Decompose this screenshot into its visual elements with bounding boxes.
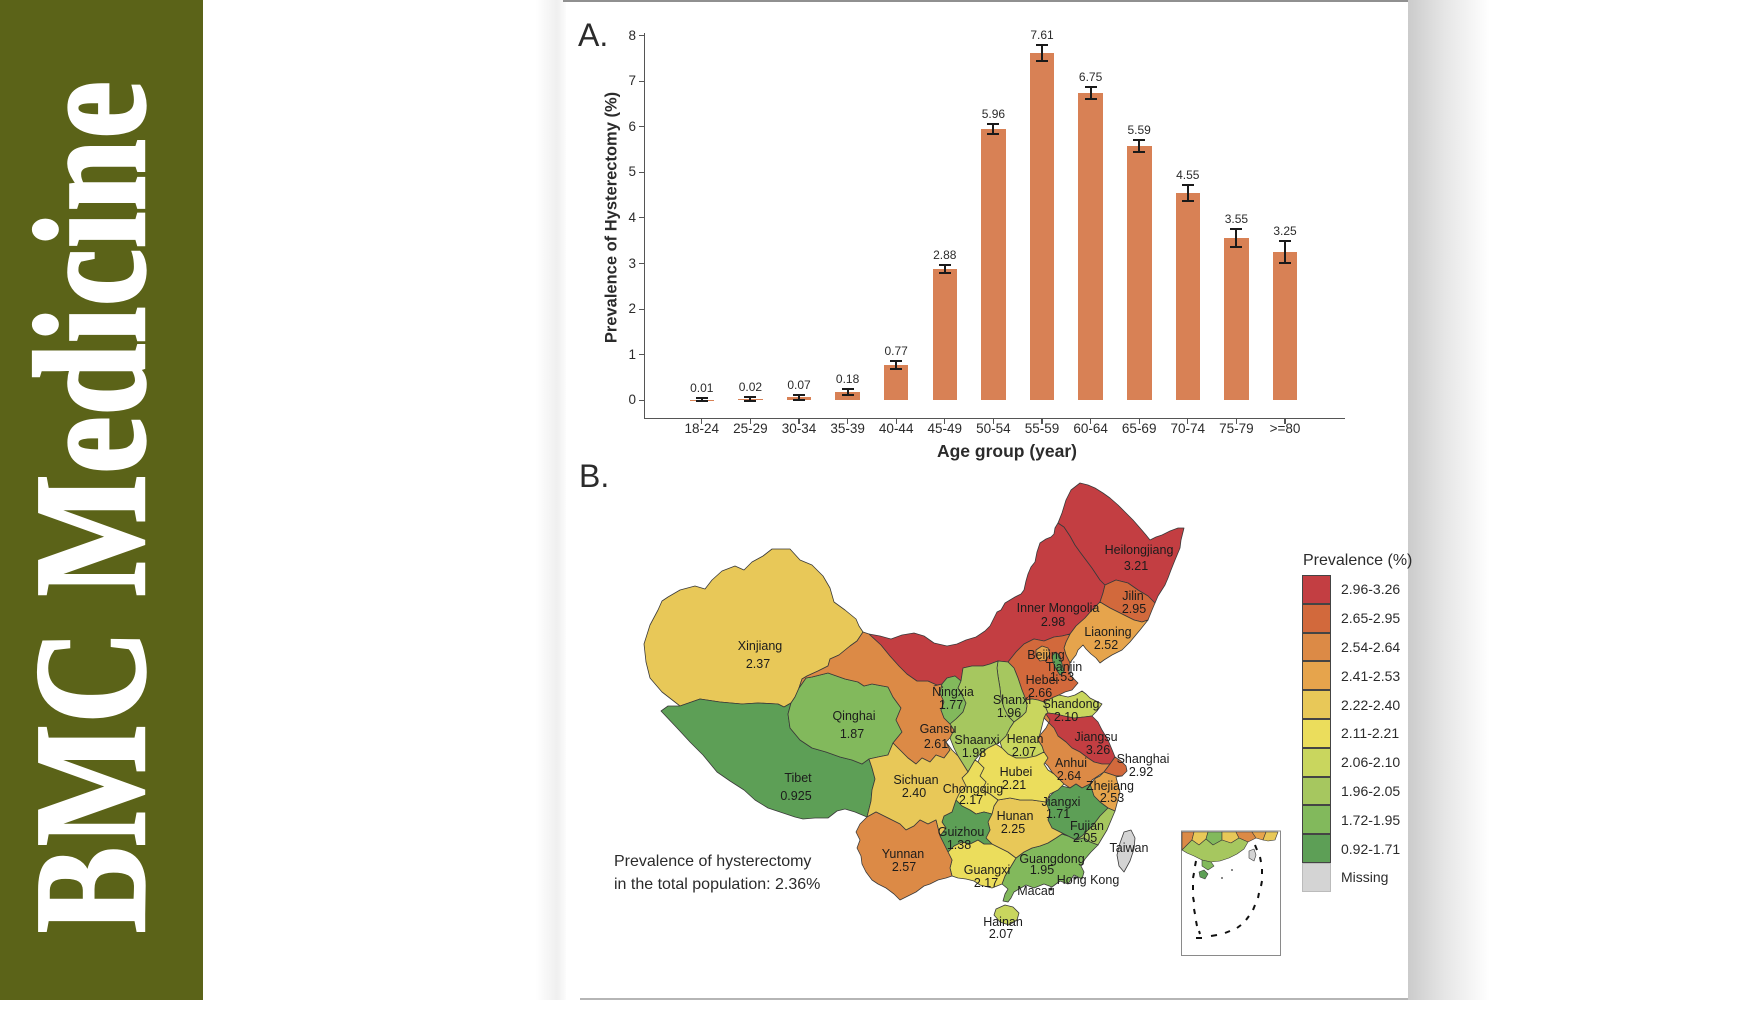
svg-text:2.53: 2.53 [1100,791,1124,805]
svg-text:2.07: 2.07 [1012,745,1036,759]
svg-text:Taiwan: Taiwan [1110,841,1149,855]
svg-text:Tianjin: Tianjin [1046,660,1082,674]
svg-text:2.07: 2.07 [989,927,1013,941]
svg-text:Fujian: Fujian [1070,819,1104,833]
svg-text:Heilongjiang: Heilongjiang [1105,543,1174,557]
svg-text:2.95: 2.95 [1122,602,1146,616]
svg-text:2.40: 2.40 [902,786,926,800]
svg-text:Shanghai: Shanghai [1117,752,1170,766]
svg-text:Qinghai: Qinghai [832,709,875,723]
svg-text:Macau: Macau [1017,884,1055,898]
svg-text:3.21: 3.21 [1124,559,1148,573]
svg-text:1.71: 1.71 [1046,807,1070,821]
svg-text:2.98: 2.98 [1041,615,1065,629]
svg-text:3.26: 3.26 [1086,743,1110,757]
svg-text:1.96: 1.96 [997,706,1021,720]
svg-text:Guangxi: Guangxi [964,863,1011,877]
svg-text:Shanxi: Shanxi [993,693,1031,707]
svg-text:2.61: 2.61 [924,737,948,751]
svg-text:Jiangsu: Jiangsu [1074,730,1117,744]
svg-text:Xinjiang: Xinjiang [738,639,783,653]
svg-text:Chongqing: Chongqing [943,782,1004,796]
svg-text:Beijing: Beijing [1027,648,1065,662]
svg-text:1.87: 1.87 [840,727,864,741]
svg-text:Shandong: Shandong [1042,697,1099,711]
svg-text:2.10: 2.10 [1054,710,1078,724]
svg-text:Guizhou: Guizhou [938,825,985,839]
svg-text:2.37: 2.37 [746,657,770,671]
svg-text:2.64: 2.64 [1057,769,1081,783]
svg-text:2.17: 2.17 [974,876,998,890]
svg-text:2.92: 2.92 [1129,765,1153,779]
svg-text:Liaoning: Liaoning [1084,625,1131,639]
svg-text:1.53: 1.53 [1050,670,1074,684]
svg-text:1.38: 1.38 [947,838,971,852]
svg-text:2.05: 2.05 [1073,831,1097,845]
svg-text:Jiangxi: Jiangxi [1042,795,1081,809]
svg-text:Hong Kong: Hong Kong [1057,873,1120,887]
svg-text:2.66: 2.66 [1028,686,1052,700]
svg-text:2.21: 2.21 [1002,778,1026,792]
svg-text:Hunan: Hunan [997,809,1034,823]
svg-text:Inner Mongolia: Inner Mongolia [1017,601,1100,615]
svg-text:Zhejiang: Zhejiang [1086,779,1134,793]
svg-text:Sichuan: Sichuan [893,773,938,787]
svg-text:Guangdong: Guangdong [1019,852,1084,866]
svg-text:Hainan: Hainan [983,915,1023,929]
svg-text:Anhui: Anhui [1055,756,1087,770]
svg-text:2.57: 2.57 [892,860,916,874]
svg-text:1.77: 1.77 [939,698,963,712]
svg-text:Yunnan: Yunnan [882,847,924,861]
svg-text:2.25: 2.25 [1001,822,1025,836]
svg-text:1.95: 1.95 [1030,863,1054,877]
svg-text:Tibet: Tibet [784,771,812,785]
svg-text:Shaanxi: Shaanxi [954,733,999,747]
svg-text:Ningxia: Ningxia [932,685,974,699]
svg-text:Hubei: Hubei [1000,765,1033,779]
svg-text:Hebei: Hebei [1026,673,1059,687]
svg-text:0.925: 0.925 [780,789,811,803]
svg-text:2.52: 2.52 [1094,638,1118,652]
svg-text:2.17: 2.17 [959,793,983,807]
svg-text:Jilin: Jilin [1122,589,1144,603]
svg-text:Gansu: Gansu [920,722,957,736]
svg-text:1.98: 1.98 [962,746,986,760]
svg-text:Henan: Henan [1007,732,1044,746]
